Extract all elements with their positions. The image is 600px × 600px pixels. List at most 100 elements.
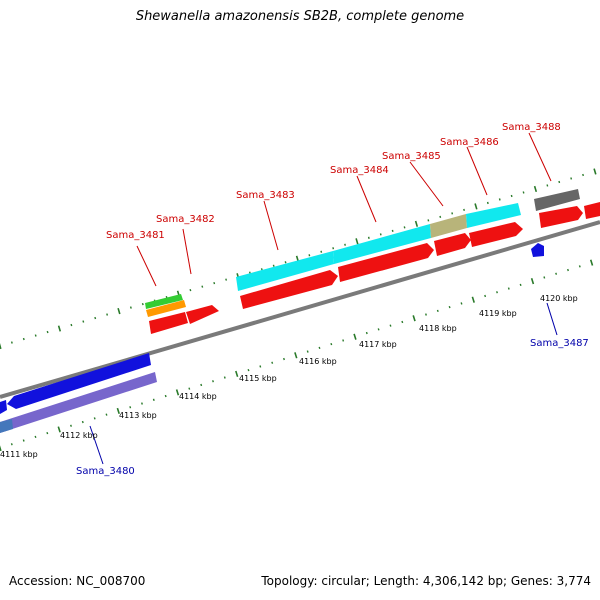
minor-tick xyxy=(365,331,368,335)
minor-tick xyxy=(486,201,489,205)
minor-tick xyxy=(318,346,321,350)
major-tick xyxy=(474,203,478,210)
minor-tick xyxy=(225,278,228,281)
minor-tick xyxy=(308,254,311,257)
feature-red-sama-3481 xyxy=(149,312,188,334)
minor-tick xyxy=(22,337,25,341)
minor-tick xyxy=(70,323,73,327)
minor-tick xyxy=(448,305,451,309)
minor-tick xyxy=(271,361,274,364)
feature-orange-gene xyxy=(146,300,186,317)
minor-tick xyxy=(94,316,97,320)
major-tick xyxy=(0,445,2,452)
minor-tick xyxy=(320,250,323,253)
feature-steelblue-block xyxy=(0,419,13,433)
kbp-label: 4114 kbp xyxy=(179,392,217,401)
minor-tick xyxy=(259,365,262,368)
minor-tick xyxy=(306,350,309,353)
minor-tick xyxy=(283,357,285,361)
minor-tick xyxy=(367,236,370,239)
major-tick xyxy=(116,407,120,415)
feature-red-sama-3482 xyxy=(186,305,219,324)
minor-tick xyxy=(507,287,510,290)
feature-cyan-sama-3483 xyxy=(236,251,334,291)
minor-tick xyxy=(46,431,49,435)
minor-tick xyxy=(578,265,581,268)
minor-tick xyxy=(46,330,49,334)
minor-tick xyxy=(129,306,132,309)
minor-tick xyxy=(332,247,335,250)
minor-tick xyxy=(22,439,25,442)
minor-tick xyxy=(425,313,427,316)
leader-line-sama-3485 xyxy=(409,161,444,207)
genome-stats-text: Topology: circular; Length: 4,306,142 bp… xyxy=(261,574,591,588)
major-tick xyxy=(57,325,62,332)
genome-backbone xyxy=(0,220,600,399)
minor-tick xyxy=(389,324,392,327)
major-tick xyxy=(593,168,597,175)
minor-tick xyxy=(105,413,108,416)
major-tick xyxy=(0,342,2,350)
minor-tick xyxy=(260,268,263,271)
major-tick xyxy=(530,278,535,285)
feature-blue-sama-3487 xyxy=(531,243,544,257)
major-tick xyxy=(412,315,416,322)
major-tick xyxy=(355,238,359,245)
minor-tick xyxy=(403,226,406,229)
minor-tick xyxy=(391,229,394,232)
minor-tick xyxy=(522,191,525,194)
minor-tick xyxy=(164,394,167,398)
major-tick xyxy=(353,333,357,340)
minor-tick xyxy=(484,294,487,298)
feature-red-cds-3486 xyxy=(469,222,523,247)
minor-tick xyxy=(129,406,132,409)
minor-tick xyxy=(496,291,498,294)
major-tick xyxy=(235,370,239,377)
minor-tick xyxy=(344,243,346,246)
feature-cyan-sama-3484 xyxy=(333,224,431,264)
major-tick xyxy=(117,307,121,315)
leader-line-sama-3487 xyxy=(546,302,558,336)
leader-line-sama-3486 xyxy=(466,146,488,196)
gene-labels: Sama_3481 Sama_3482 Sama_3483 Sama_3484 … xyxy=(76,122,589,477)
minor-tick xyxy=(543,276,546,279)
gene-features xyxy=(0,189,600,433)
gene-label-sama-3485: Sama_3485 xyxy=(382,151,441,162)
gene-label-sama-3480: Sama_3480 xyxy=(76,466,135,477)
minor-tick xyxy=(342,339,345,342)
major-tick xyxy=(294,352,298,359)
minor-tick xyxy=(330,342,333,346)
minor-tick xyxy=(201,285,204,288)
feature-red-cds-edge xyxy=(584,202,600,219)
minor-tick xyxy=(567,268,569,272)
kbp-label: 4118 kbp xyxy=(419,324,457,333)
minor-tick xyxy=(460,302,463,305)
gene-label-sama-3487: Sama_3487 xyxy=(530,338,589,349)
minor-tick xyxy=(188,387,191,390)
minor-tick xyxy=(436,309,439,313)
outer-tick-ring xyxy=(0,168,597,350)
minor-tick xyxy=(519,283,522,287)
minor-tick xyxy=(106,313,109,316)
kbp-label: 4120 kbp xyxy=(540,294,578,303)
major-tick xyxy=(471,296,475,303)
minor-tick xyxy=(223,376,226,379)
kbp-label: 4113 kbp xyxy=(119,411,157,420)
minor-tick xyxy=(34,435,37,439)
kbp-label: 4111 kbp xyxy=(0,450,38,459)
minor-tick xyxy=(510,194,513,198)
leader-lines xyxy=(89,132,558,465)
minor-tick xyxy=(427,219,430,222)
minor-tick xyxy=(582,173,584,177)
minor-tick xyxy=(272,264,275,267)
kbp-label: 4115 kbp xyxy=(239,374,277,383)
minor-tick xyxy=(141,302,144,306)
minor-tick xyxy=(570,177,573,180)
gene-label-sama-3483: Sama_3483 xyxy=(236,190,295,201)
minor-tick xyxy=(379,233,382,236)
major-tick xyxy=(414,220,419,227)
gene-label-sama-3481: Sama_3481 xyxy=(106,230,165,241)
minor-tick xyxy=(82,320,85,323)
major-tick xyxy=(175,389,180,396)
leader-line-sama-3481 xyxy=(136,245,157,287)
